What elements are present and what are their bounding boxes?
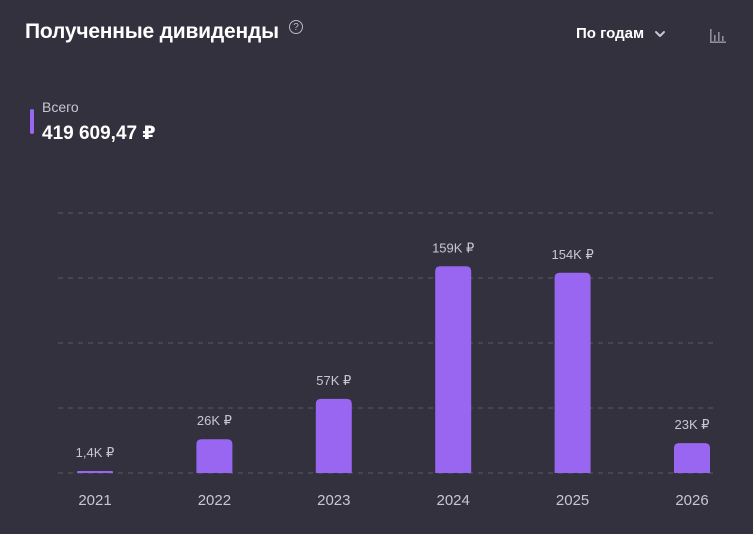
help-icon[interactable]: ? [289, 20, 303, 34]
bar-2022[interactable] [196, 439, 233, 473]
page-title: Полученные дивиденды [25, 20, 279, 43]
bar-chart-icon[interactable] [709, 27, 727, 44]
bar-value-label: 154K ₽ [551, 247, 593, 262]
x-tick-label: 2024 [437, 492, 470, 509]
period-select[interactable]: По годам [576, 25, 666, 42]
x-tick-label: 2021 [78, 492, 111, 509]
x-tick-label: 2025 [556, 492, 589, 509]
x-tick-label: 2022 [198, 492, 231, 509]
total-value: 419 609,47 ₽ [42, 123, 156, 144]
x-tick-label: 2023 [317, 492, 350, 509]
x-tick-label: 2026 [675, 492, 708, 509]
total-label: Всего [42, 99, 79, 115]
total-series-marker [30, 109, 34, 134]
bar-value-label: 26K ₽ [197, 413, 232, 428]
period-select-label: По годам [576, 25, 645, 42]
bar-2023[interactable] [315, 398, 352, 473]
bar-2025[interactable] [554, 272, 591, 473]
bar-value-label: 159K ₽ [432, 240, 474, 255]
bar-value-label: 1,4K ₽ [76, 445, 115, 460]
bar-2024[interactable] [435, 266, 472, 473]
bar-value-label: 23K ₽ [674, 417, 709, 432]
bar-2026[interactable] [674, 443, 710, 473]
bar-value-label: 57K ₽ [316, 373, 351, 388]
bar-2021[interactable] [77, 471, 113, 473]
chevron-down-icon [655, 30, 666, 37]
